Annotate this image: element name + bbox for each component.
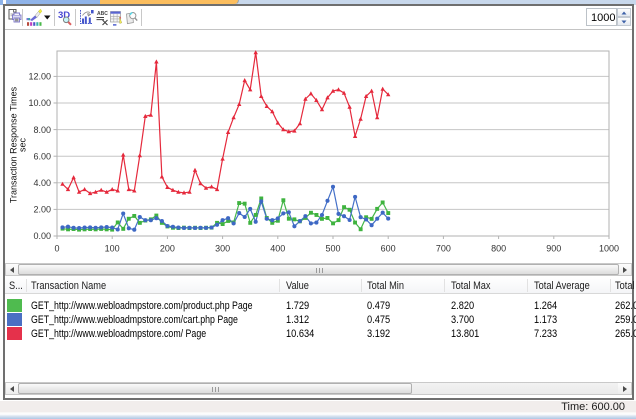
- svg-text:8.00: 8.00: [33, 125, 51, 135]
- svg-text:Transaction Response Times: Transaction Response Times: [9, 86, 19, 203]
- svg-text:500: 500: [325, 244, 340, 254]
- svg-text:0.00: 0.00: [33, 231, 51, 241]
- svg-text:200: 200: [160, 244, 175, 254]
- svg-text:400: 400: [270, 244, 285, 254]
- svg-text:12.00: 12.00: [28, 72, 51, 82]
- svg-text:10.00: 10.00: [28, 98, 51, 108]
- svg-text:sec: sec: [18, 138, 28, 153]
- svg-text:3D: 3D: [58, 10, 70, 21]
- svg-text:ABC: ABC: [97, 11, 108, 17]
- svg-text:700: 700: [436, 244, 451, 254]
- svg-text:300: 300: [215, 244, 230, 254]
- svg-text:2.00: 2.00: [33, 205, 51, 215]
- svg-text:800: 800: [491, 244, 506, 254]
- svg-text:1000: 1000: [599, 244, 619, 254]
- svg-text:4.00: 4.00: [33, 178, 51, 188]
- svg-text:6.00: 6.00: [33, 151, 51, 161]
- svg-text:0: 0: [54, 244, 59, 254]
- svg-text:100: 100: [105, 244, 120, 254]
- svg-text:600: 600: [381, 244, 396, 254]
- svg-text:900: 900: [546, 244, 561, 254]
